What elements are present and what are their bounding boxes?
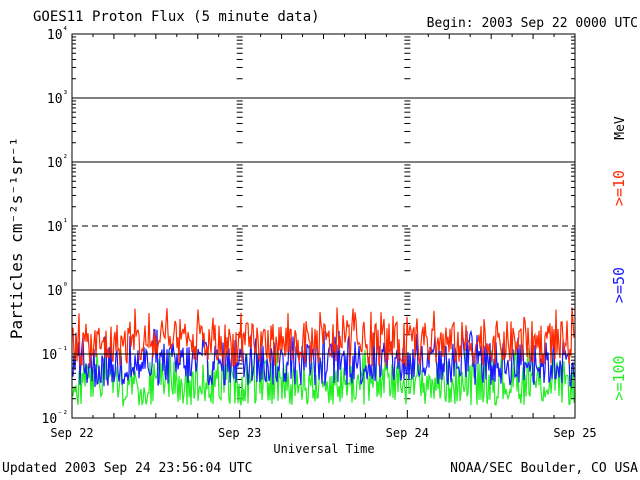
y-tick-label: 10⁰ — [47, 282, 68, 299]
x-axis-label: Universal Time — [273, 442, 374, 456]
y-tick-label: 10² — [47, 154, 68, 171]
legend: >=10 >=50 >=100 MeV — [610, 116, 628, 400]
updated-time: Updated 2003 Sep 24 23:56:04 UTC — [2, 461, 253, 476]
y-axis-label: Particles cm⁻²s⁻¹sr⁻¹ — [7, 137, 26, 339]
series-line — [72, 307, 575, 368]
credit-text: NOAA/SEC Boulder, CO USA — [450, 461, 638, 476]
chart-title: GOES11 Proton Flux (5 minute data) — [33, 9, 320, 25]
x-tick-label: Sep 24 — [386, 426, 429, 440]
x-tick-label: Sep 25 — [553, 426, 596, 440]
x-tick-label: Sep 23 — [218, 426, 261, 440]
y-tick-label: 10⁻¹ — [42, 346, 69, 363]
legend-entry: >=50 — [610, 267, 628, 303]
legend-entry: >=10 — [610, 170, 628, 206]
y-tick-label: 10¹ — [47, 218, 68, 235]
y-tick-label: 10⁴ — [47, 26, 68, 43]
series-line — [72, 348, 575, 407]
axis-layer: 10⁻² 10⁻¹ 10⁰ 10¹ 10² 10³ 10⁴ Sep 22 Sep 23 Sep 2… — [42, 26, 597, 440]
y-tick-label: 10³ — [47, 90, 68, 107]
legend-unit: MeV — [613, 116, 628, 140]
y-tick-label: 10⁻² — [42, 410, 69, 427]
series-layer — [72, 307, 575, 407]
begin-time: Begin: 2003 Sep 22 0000 UTC — [426, 16, 638, 31]
legend-entry: >=100 — [610, 355, 628, 400]
x-tick-label: Sep 22 — [50, 426, 93, 440]
